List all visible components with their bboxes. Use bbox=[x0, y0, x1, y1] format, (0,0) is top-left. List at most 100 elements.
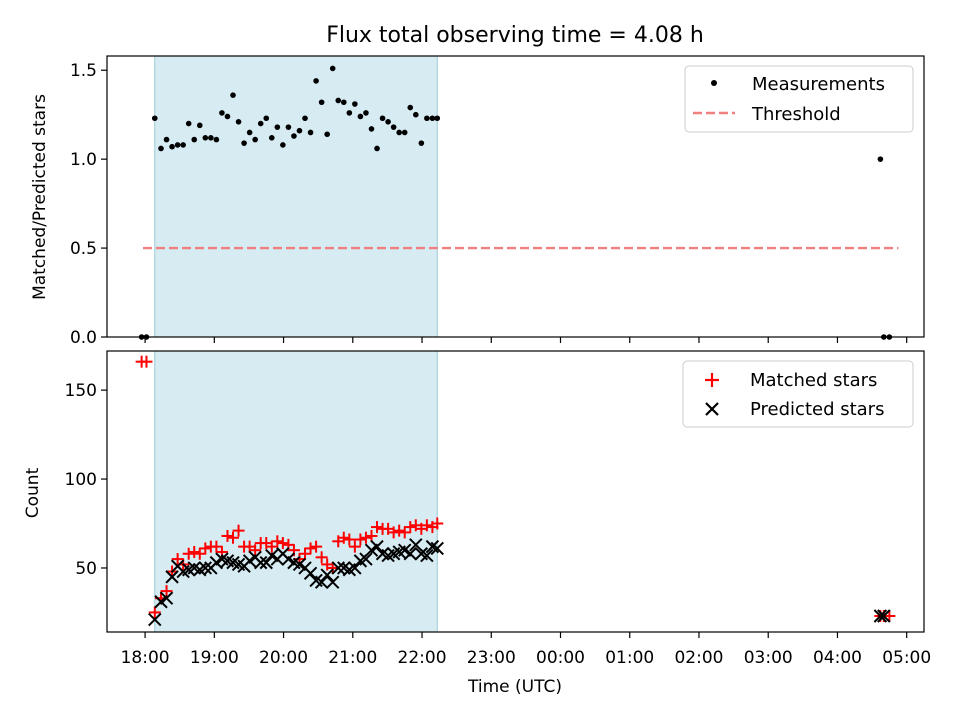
legend-predicted-label: Predicted stars bbox=[750, 399, 884, 420]
legend-threshold-label: Threshold bbox=[751, 104, 841, 125]
bottom-legend-box bbox=[682, 360, 914, 428]
matched-star-point bbox=[348, 540, 361, 553]
ytick-label: 0.0 bbox=[70, 328, 97, 348]
matched-star-point bbox=[188, 545, 201, 558]
measurement-point bbox=[329, 65, 336, 72]
matched-star-point bbox=[365, 529, 378, 542]
matched-star-point bbox=[404, 521, 417, 534]
predicted-star-point bbox=[430, 541, 444, 556]
ytick-label: 100 bbox=[65, 470, 97, 490]
predicted-star-point bbox=[326, 575, 340, 589]
matched-star-point bbox=[387, 526, 400, 539]
measurement-point bbox=[246, 129, 253, 136]
measurement-point bbox=[390, 124, 397, 130]
legend-predicted-marker bbox=[705, 402, 719, 416]
measurement-point bbox=[180, 142, 186, 148]
predicted-star-point bbox=[370, 539, 384, 554]
measurement-point bbox=[163, 136, 170, 143]
measurement-point bbox=[291, 133, 297, 139]
matched-star-point bbox=[210, 540, 223, 553]
bottom-ylabel: Count bbox=[23, 467, 43, 518]
measurement-point bbox=[357, 113, 364, 120]
predicted-star-point bbox=[320, 568, 334, 582]
measurement-point bbox=[324, 131, 330, 138]
measurement-point bbox=[429, 115, 436, 122]
xtick-label: 03:00 bbox=[744, 648, 793, 668]
measurement-point bbox=[396, 129, 402, 136]
predicted-star-point bbox=[148, 612, 162, 627]
matched-star-point bbox=[431, 517, 444, 530]
predicted-star-point bbox=[198, 561, 213, 575]
matched-star-point bbox=[249, 544, 262, 557]
measurement-point bbox=[196, 122, 203, 129]
bottom-axes-frame bbox=[106, 350, 925, 633]
measurement-point bbox=[257, 120, 264, 127]
matched-star-point bbox=[182, 547, 195, 560]
matched-star-point bbox=[171, 553, 184, 566]
predicted-star-point bbox=[873, 609, 888, 623]
measurement-point bbox=[280, 142, 286, 148]
matched-star-point bbox=[343, 533, 356, 546]
xtick-label: 18:00 bbox=[121, 648, 170, 668]
matched-star-point bbox=[140, 355, 153, 368]
measurement-point bbox=[202, 135, 209, 141]
matched-star-point bbox=[304, 542, 317, 555]
measurement-point bbox=[368, 126, 375, 132]
xtick-label: 02:00 bbox=[674, 648, 723, 668]
bottom-xaxis-ticks: 18:00 19:00 20:00 21:00 22:00 23:00 00:00 01:00… bbox=[121, 632, 931, 668]
measurement-point bbox=[268, 135, 275, 141]
measurement-point bbox=[230, 92, 236, 98]
predicted-star-point bbox=[420, 548, 434, 563]
measurement-point bbox=[340, 99, 347, 106]
measurement-point bbox=[219, 110, 225, 116]
measurement-point bbox=[241, 140, 247, 146]
matched-star-point bbox=[271, 535, 284, 548]
measurement-point bbox=[185, 120, 192, 127]
measurement-point bbox=[352, 101, 358, 107]
matched-star-point bbox=[310, 540, 323, 553]
measurement-point bbox=[346, 110, 353, 116]
measurement-point bbox=[263, 115, 270, 122]
measurement-point bbox=[401, 129, 408, 136]
legend-measurements-label: Measurements bbox=[752, 74, 885, 95]
xtick-label: 04:00 bbox=[813, 648, 862, 668]
matched-star-point bbox=[315, 551, 328, 564]
xtick-label: 23:00 bbox=[467, 648, 516, 668]
xtick-label: 00:00 bbox=[536, 648, 585, 668]
measurement-point bbox=[174, 142, 181, 148]
top-legend-box bbox=[684, 65, 914, 133]
measurement-point bbox=[379, 115, 386, 122]
bottom-legend: Matched stars Predicted stars bbox=[682, 360, 914, 428]
ytick-label: 50 bbox=[75, 559, 97, 579]
measurement-point bbox=[224, 113, 231, 120]
measurement-point bbox=[158, 145, 164, 152]
predicted-star-point bbox=[331, 561, 345, 575]
top-ylabel: Matched/Predicted stars bbox=[30, 94, 50, 300]
matched-star-point bbox=[276, 537, 289, 550]
matched-star-point bbox=[265, 540, 278, 553]
top-legend: Measurements Threshold bbox=[684, 65, 914, 133]
matched-star-point bbox=[160, 585, 173, 598]
measurement-point bbox=[363, 110, 369, 116]
xtick-label: 01:00 bbox=[605, 648, 654, 668]
measurement-point bbox=[151, 115, 158, 122]
measurement-point bbox=[302, 115, 308, 122]
ytick-label: 0.5 bbox=[70, 239, 97, 259]
measurement-point bbox=[418, 140, 425, 146]
bottom-yaxis-ticks: 50 100 150 bbox=[65, 381, 107, 579]
legend-matched-label: Matched stars bbox=[750, 370, 877, 391]
measurement-point bbox=[385, 119, 391, 125]
predicted-star-point bbox=[348, 561, 362, 575]
bottom-subplot: 50 100 150 18:00 19:00 20:00 21:00 22:00 23:00 0… bbox=[23, 350, 931, 697]
bottom-xlabel: Time (UTC) bbox=[467, 677, 562, 697]
xtick-label: 05:00 bbox=[882, 648, 931, 668]
predicted-star-point bbox=[314, 575, 329, 589]
top-xaxis-ticks bbox=[144, 337, 908, 343]
xtick-label: 19:00 bbox=[190, 648, 239, 668]
measurement-point bbox=[235, 119, 242, 125]
bottom-shaded-interval bbox=[154, 350, 438, 633]
matched-star-point bbox=[148, 606, 161, 619]
predicted-star-point bbox=[159, 591, 174, 605]
measurement-point bbox=[252, 136, 258, 143]
